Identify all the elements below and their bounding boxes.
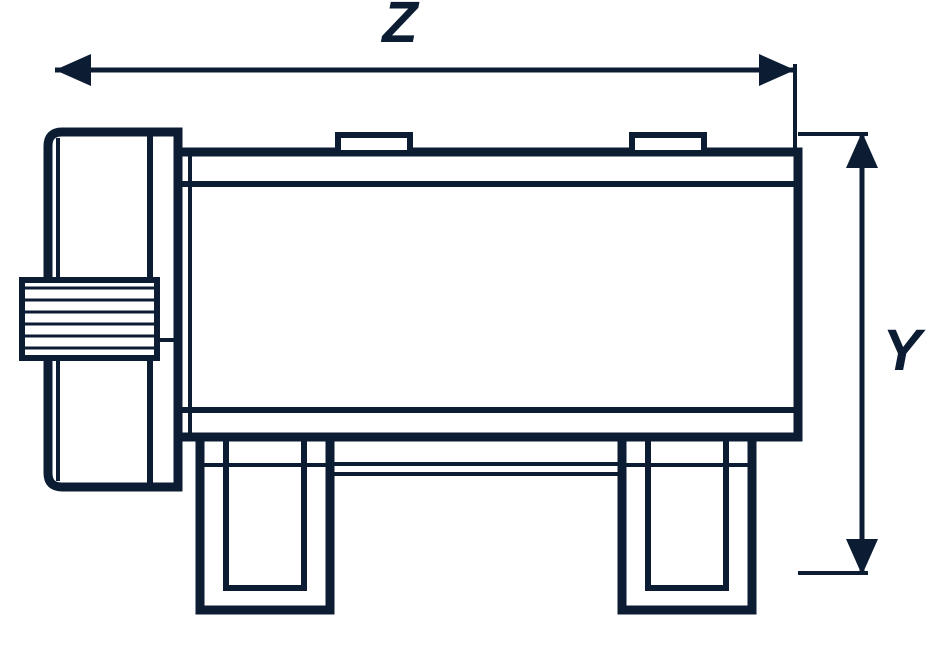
dimension-label-z: Z (380, 0, 420, 55)
dimension-label-y: Y (883, 318, 927, 383)
technical-drawing: ZY (0, 0, 935, 647)
